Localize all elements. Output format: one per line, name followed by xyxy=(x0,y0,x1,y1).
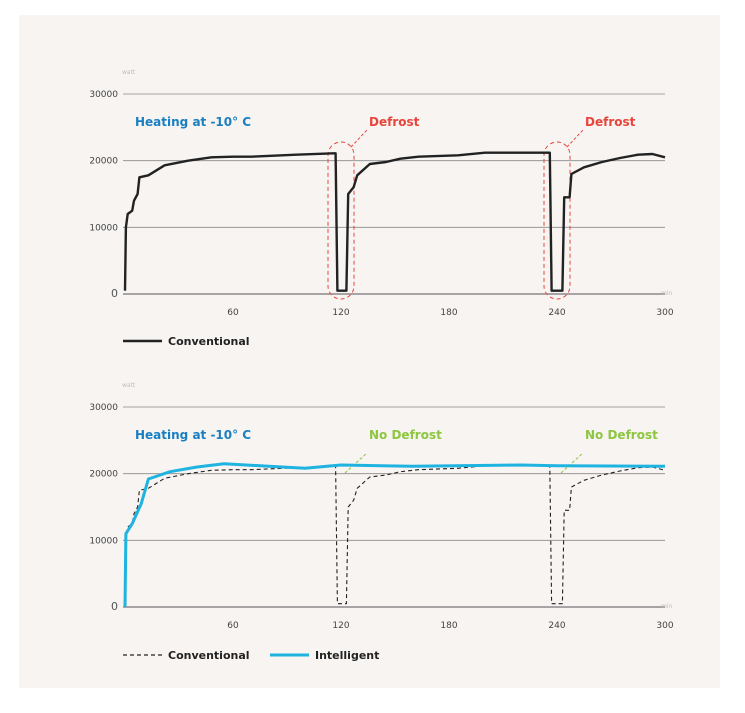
x-tick-label: 120 xyxy=(332,308,349,318)
x-tick-label: 120 xyxy=(332,621,349,631)
x-tick-label: 180 xyxy=(440,621,457,631)
x-tick-label: 240 xyxy=(548,308,565,318)
y-tick-label: 20000 xyxy=(89,157,118,167)
x-axis-unit-label: min xyxy=(661,290,673,297)
series-line-conventional xyxy=(124,465,666,605)
chart-1: watt 30000 20000 10000 0 60 120 180 240 300 min Hea… xyxy=(89,69,673,348)
x-tick-label: 60 xyxy=(227,621,239,631)
annotation-label: Defrost xyxy=(369,115,420,129)
y-tick-label: 30000 xyxy=(89,90,118,100)
x-tick-label: 300 xyxy=(656,308,673,318)
defrost-highlight-2 xyxy=(543,141,571,300)
y-axis-unit-label: watt xyxy=(122,382,136,389)
y-tick-label: 30000 xyxy=(89,403,118,413)
x-tick-label: 60 xyxy=(227,308,239,318)
y-tick-label: 0 xyxy=(111,287,118,300)
chart-panel: watt 30000 20000 10000 0 60 120 180 240 300 min Hea… xyxy=(19,15,720,688)
series-line-intelligent xyxy=(123,462,666,608)
y-tick-label: 0 xyxy=(111,600,118,613)
annotation-pointer xyxy=(350,129,368,148)
x-tick-label: 300 xyxy=(656,621,673,631)
chart-title: Heating at -10° C xyxy=(135,115,251,129)
annotation-label: No Defrost xyxy=(585,428,658,442)
charts-canvas: watt 30000 20000 10000 0 60 120 180 240 300 min Hea… xyxy=(89,69,673,662)
chart-title: Heating at -10° C xyxy=(135,428,251,442)
chart-2: watt 30000 20000 10000 0 60 120 180 240 300 min Hea… xyxy=(89,382,673,662)
x-tick-label: 180 xyxy=(440,308,457,318)
series-line-conventional xyxy=(123,151,666,292)
legend-label-conventional: Conventional xyxy=(168,335,250,348)
annotation-label: Defrost xyxy=(585,115,636,129)
annotation-pointer xyxy=(344,452,368,474)
y-tick-label: 10000 xyxy=(89,536,118,546)
y-tick-label: 10000 xyxy=(89,223,118,233)
legend-label-conventional: Conventional xyxy=(168,649,250,662)
annotation-pointer xyxy=(560,452,584,474)
annotation-label: No Defrost xyxy=(369,428,442,442)
defrost-highlight-1 xyxy=(327,141,355,300)
x-axis-unit-label: min xyxy=(661,603,673,610)
x-tick-label: 240 xyxy=(548,621,565,631)
y-axis-unit-label: watt xyxy=(122,69,136,76)
legend-label-intelligent: Intelligent xyxy=(315,649,379,662)
annotation-pointer xyxy=(566,129,584,148)
y-tick-label: 20000 xyxy=(89,470,118,480)
